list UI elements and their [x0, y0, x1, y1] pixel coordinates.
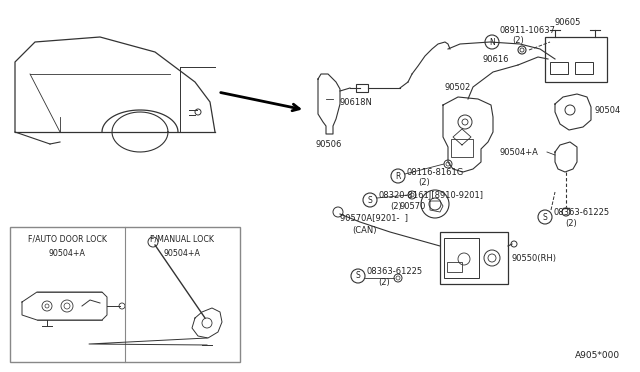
Text: 08363-61225: 08363-61225 [554, 208, 610, 217]
Text: F/AUTO DOOR LOCK: F/AUTO DOOR LOCK [28, 234, 106, 244]
Text: S: S [543, 212, 547, 221]
Bar [550, 62, 568, 74]
Text: F/MANUAL LOCK: F/MANUAL LOCK [150, 234, 214, 244]
Text: N: N [489, 38, 495, 46]
Text: (2): (2) [378, 278, 390, 286]
Text: (2): (2) [418, 177, 429, 186]
Text: 90504+A: 90504+A [500, 148, 539, 157]
Text: R: R [396, 171, 401, 180]
Text: S: S [356, 272, 360, 280]
Text: 90550(RH): 90550(RH) [512, 253, 557, 263]
Text: 08320-8161J[8910-9201]: 08320-8161J[8910-9201] [379, 190, 484, 199]
Text: 08363-61225: 08363-61225 [367, 266, 423, 276]
Text: 90570A[9201-  ]: 90570A[9201- ] [340, 214, 408, 222]
Bar [575, 62, 593, 74]
Text: 90618N: 90618N [340, 97, 373, 106]
Text: 08911-10637: 08911-10637 [500, 26, 556, 35]
Text: 90504+A: 90504+A [49, 248, 85, 257]
Text: 90616: 90616 [483, 55, 509, 64]
Bar [451, 139, 473, 157]
Text: A905*000: A905*000 [575, 351, 620, 360]
Bar [545, 37, 607, 82]
Text: 90506: 90506 [316, 140, 342, 148]
Text: 90570: 90570 [400, 202, 426, 211]
Text: 08116-8161G: 08116-8161G [407, 167, 464, 176]
Bar [440, 232, 508, 284]
Bar [444, 238, 479, 278]
Text: 90605: 90605 [555, 17, 581, 26]
Text: (2): (2) [565, 218, 577, 228]
Bar [10, 227, 240, 362]
Bar [356, 84, 368, 92]
Text: (CAN): (CAN) [352, 225, 376, 234]
Bar [447, 262, 462, 272]
Text: 90502: 90502 [445, 83, 471, 92]
Text: (2): (2) [390, 202, 402, 211]
Text: S: S [367, 196, 372, 205]
Text: 90504: 90504 [595, 106, 621, 115]
Text: 90504+A: 90504+A [164, 248, 200, 257]
Text: (2): (2) [512, 35, 524, 45]
